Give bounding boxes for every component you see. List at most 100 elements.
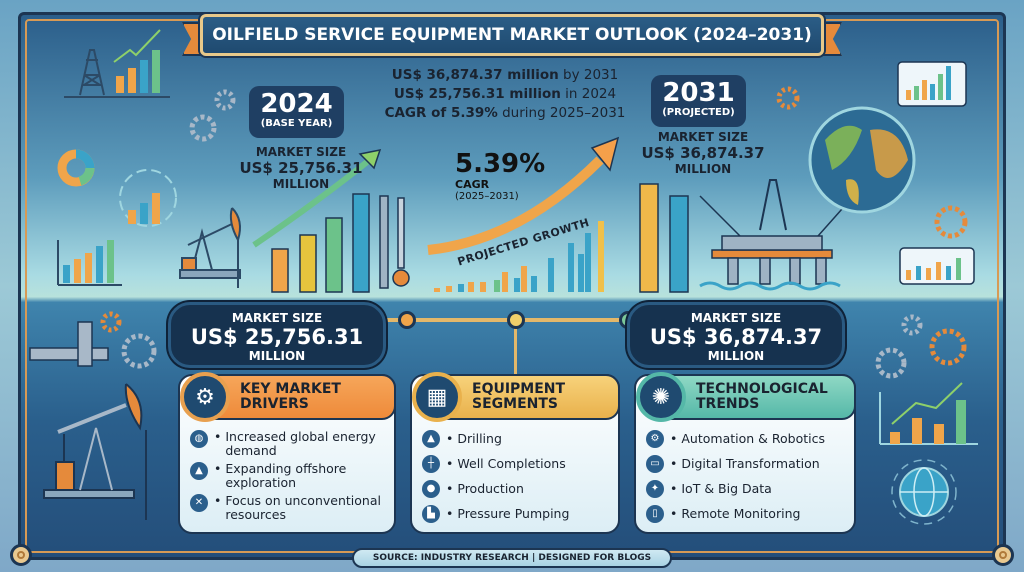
summary-line1-rest: by 2031	[558, 67, 619, 83]
cagr-value: 5.39%	[455, 149, 546, 179]
mini-bar-chart-icon	[879, 382, 978, 445]
network-bulb-icon: ✺	[636, 372, 686, 422]
laptop-icon: ▭	[646, 455, 664, 473]
drill-bit-icon	[379, 195, 410, 289]
projected-year-badge: 2031 (PROJECTED)	[651, 75, 746, 127]
gear-icon: ⚙	[646, 430, 664, 448]
item-text: Pressure Pumping	[457, 506, 570, 521]
corner-ornament	[992, 544, 1014, 566]
iot-icon: ✦	[646, 480, 664, 498]
chart-callout-icon	[899, 247, 975, 285]
tools-icon: ✕	[190, 494, 208, 512]
base-year-badge: 2024 (BASE YEAR)	[249, 86, 344, 138]
cagr-range: (2025–2031)	[455, 191, 519, 202]
item-text: Automation & Robotics	[681, 431, 825, 446]
summary-line3-rest: during 2025–2031	[497, 105, 626, 121]
pumpjack-icon	[43, 383, 147, 520]
mini-bar-chart-icon	[57, 240, 122, 286]
list-item: ✦ • IoT & Big Data	[646, 480, 848, 498]
list-item: ◍ • Increased global energy demand	[190, 430, 388, 458]
pumpjack-icon	[179, 207, 241, 288]
list-item: ▲ • Drilling	[422, 430, 612, 448]
list-item: ● • Production	[422, 480, 612, 498]
market-size-unit: MILLION	[272, 177, 330, 191]
pill-value: US$ 25,756.31	[190, 325, 364, 349]
offshore-platform-icon	[699, 179, 851, 291]
summary-line2-rest: in 2024	[560, 86, 617, 102]
market-size-label: MARKET SIZE	[255, 145, 347, 159]
market-size-2031: MARKET SIZE US$ 36,874.37 MILLION	[628, 130, 778, 176]
offshore-rig-icon: ▲	[190, 462, 208, 480]
item-text: Well Completions	[457, 456, 566, 471]
corner-ornament	[10, 544, 32, 566]
card-header: TECHNOLOGICAL TRENDS	[656, 374, 856, 420]
list-item: ▙ • Pressure Pumping	[422, 505, 612, 523]
card-title-line2: DRIVERS	[240, 396, 309, 412]
summary-text: US$ 36,874.37 million by 2031 US$ 25,756…	[355, 66, 655, 123]
trends-list: ⚙ • Automation & Robotics ▭ • Digital Transf…	[646, 430, 848, 530]
cagr-label: CAGR	[455, 178, 490, 191]
projected-year: 2031	[662, 78, 735, 108]
source-footer: SOURCE: INDUSTRY RESEARCH | DESIGNED FOR…	[352, 548, 672, 568]
key-market-drivers-card: KEY MARKET DRIVERS ⚙ ◍ • Increased global …	[178, 372, 396, 534]
item-text: Drilling	[457, 431, 502, 446]
pill-unit: MILLION	[707, 349, 765, 363]
market-size-pill-2024: MARKET SIZE US$ 25,756.31 MILLION	[168, 302, 386, 368]
pipe-icon	[29, 321, 109, 367]
card-title-line2: SEGMENTS	[472, 396, 558, 412]
drill-rig-icon: ▲	[422, 430, 440, 448]
list-item: ▲ • Expanding offshore exploration	[190, 462, 388, 490]
projected-bars	[434, 221, 604, 292]
card-header: KEY MARKET DRIVERS	[200, 374, 396, 420]
market-size-value: US$ 36,874.37	[641, 144, 765, 162]
pill-unit: MILLION	[248, 349, 306, 363]
growth-bars-2031	[639, 183, 689, 293]
tablet-icon: ▯	[646, 505, 664, 523]
timeline-connector	[386, 318, 627, 322]
pill-label: MARKET SIZE	[231, 311, 323, 325]
gear-icon	[189, 89, 236, 142]
summary-line1-bold: US$ 36,874.37 million	[391, 67, 559, 83]
timeline-node	[507, 311, 525, 329]
item-text: Focus on unconventional resources	[225, 493, 381, 522]
mini-bar-chart-icon	[119, 169, 177, 227]
list-item: ▭ • Digital Transformation	[646, 455, 848, 473]
base-year-label: (BASE YEAR)	[260, 118, 333, 129]
item-text: Expanding offshore exploration	[225, 461, 347, 490]
page-title: OILFIELD SERVICE EQUIPMENT MARKET OUTLOO…	[200, 14, 824, 56]
donut-chart-icon	[57, 149, 95, 187]
projected-growth-arrow	[427, 136, 620, 255]
mini-bar-chart-icon	[113, 29, 161, 93]
growth-bars	[252, 149, 382, 293]
segments-list: ▲ • Drilling ┼ • Well Completions ● • Producti…	[422, 430, 612, 530]
network-globe-icon	[891, 459, 957, 525]
card-title-line1: TECHNOLOGICAL	[696, 381, 828, 397]
projected-year-label: (PROJECTED)	[662, 107, 735, 118]
card-header: EQUIPMENT SEGMENTS	[432, 374, 620, 420]
timeline-connector-vertical	[514, 320, 517, 376]
card-title-line1: KEY MARKET	[240, 381, 341, 397]
summary-line3-bold: CAGR of 5.39%	[384, 105, 498, 121]
market-size-2024: MARKET SIZE US$ 25,756.31 MILLION	[226, 145, 376, 191]
gear-icon	[100, 311, 967, 379]
item-text: Remote Monitoring	[681, 506, 801, 521]
market-size-pill-2031: MARKET SIZE US$ 36,874.37 MILLION	[627, 302, 845, 368]
pill-label: MARKET SIZE	[690, 311, 782, 325]
base-year: 2024	[260, 89, 333, 119]
drivers-list: ◍ • Increased global energy demand ▲ • Expan…	[190, 430, 388, 526]
list-item: ⚙ • Automation & Robotics	[646, 430, 848, 448]
market-size-unit: MILLION	[674, 162, 732, 176]
equipment-segments-card: EQUIPMENT SEGMENTS ▦ ▲ • Drilling ┼ • Well C…	[410, 372, 620, 534]
globe-icon	[808, 106, 916, 214]
derrick-icon	[64, 49, 170, 98]
pill-value: US$ 36,874.37	[649, 325, 823, 349]
drop-icon: ●	[422, 480, 440, 498]
card-title-line2: TRENDS	[696, 396, 760, 412]
factory-icon: ▦	[412, 372, 462, 422]
well-icon: ┼	[422, 455, 440, 473]
cagr-block: 5.39% CAGR (2025–2031)	[455, 150, 545, 202]
item-text: IoT & Big Data	[681, 481, 772, 496]
market-size-label: MARKET SIZE	[657, 130, 749, 144]
timeline-node	[398, 311, 416, 329]
